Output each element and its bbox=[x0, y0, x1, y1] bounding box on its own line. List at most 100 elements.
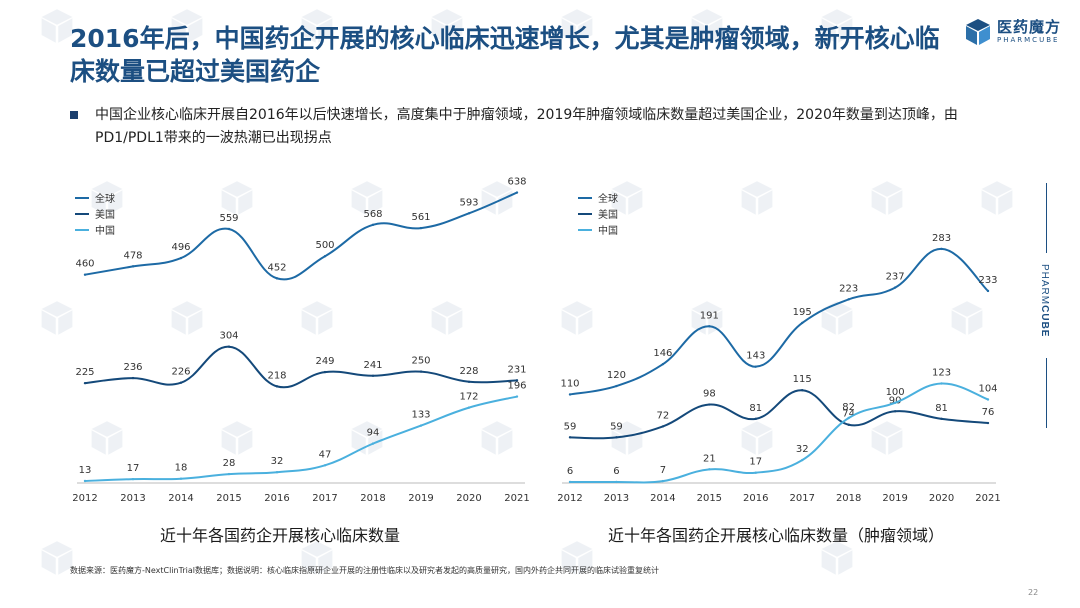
data-label-global: 283 bbox=[932, 233, 951, 244]
data-label-usa: 72 bbox=[657, 410, 670, 421]
bullet-square-icon bbox=[70, 111, 78, 119]
x-tick-label: 2017 bbox=[789, 493, 814, 504]
data-label-usa: 59 bbox=[610, 421, 623, 432]
data-point-china bbox=[754, 471, 757, 474]
data-label-usa: 218 bbox=[267, 370, 286, 381]
data-label-usa: 59 bbox=[564, 421, 577, 432]
data-point-china bbox=[615, 480, 618, 484]
data-point-usa bbox=[754, 417, 757, 421]
legend-label-china: 中国 bbox=[95, 224, 115, 237]
data-label-usa: 250 bbox=[411, 356, 430, 367]
data-label-usa: 226 bbox=[171, 367, 190, 378]
data-label-global: 223 bbox=[839, 283, 858, 294]
side-divider-top bbox=[1046, 183, 1047, 253]
data-label-usa: 225 bbox=[75, 367, 94, 378]
data-point-china bbox=[515, 395, 519, 398]
data-label-global: 593 bbox=[459, 197, 478, 208]
cube-icon bbox=[966, 19, 990, 45]
page-number: 22 bbox=[1028, 588, 1039, 597]
series-line-global bbox=[84, 191, 518, 281]
data-point-global bbox=[275, 277, 279, 280]
x-tick-label: 2014 bbox=[168, 493, 193, 504]
data-point-china bbox=[893, 401, 897, 405]
watermark-cube-icon bbox=[90, 180, 124, 220]
data-label-global: 478 bbox=[123, 250, 142, 261]
data-label-usa: 241 bbox=[363, 360, 382, 371]
data-label-global: 561 bbox=[411, 212, 430, 223]
side-divider-bottom bbox=[1046, 358, 1047, 428]
data-point-usa bbox=[986, 421, 990, 425]
watermark-cube-icon bbox=[740, 420, 774, 460]
data-label-global: 496 bbox=[171, 242, 190, 253]
data-point-usa bbox=[419, 370, 423, 373]
data-label-china: 94 bbox=[367, 428, 380, 439]
data-point-global bbox=[847, 298, 850, 301]
source-note: 数据来源：医药魔方-NextClinTrial数据库；数据说明：核心临床指原研企… bbox=[70, 566, 659, 575]
watermark-cube-icon bbox=[300, 8, 334, 48]
data-label-global: 110 bbox=[560, 378, 579, 389]
side-brand-part1: PHARM bbox=[1039, 264, 1050, 305]
data-label-china: 18 bbox=[175, 463, 188, 474]
logo-cn-text: 医药魔方 bbox=[997, 18, 1062, 36]
data-label-global: 638 bbox=[507, 177, 526, 188]
series-line-china bbox=[84, 395, 518, 482]
brand-logo: 医药魔方 PHARMCUBE bbox=[965, 16, 1065, 48]
data-point-usa bbox=[661, 425, 665, 428]
watermark-cube-icon bbox=[820, 300, 854, 340]
data-label-china: 133 bbox=[411, 410, 430, 421]
watermark-cube-icon bbox=[560, 540, 594, 580]
series-line-global bbox=[569, 247, 989, 396]
x-tick-label: 2016 bbox=[264, 493, 289, 504]
summary-text: 中国企业核心临床开展自2016年以后快速增长，高度集中于肿瘤领域，2019年肿瘤… bbox=[95, 107, 958, 146]
data-point-global bbox=[131, 265, 135, 268]
data-label-usa: 81 bbox=[935, 403, 948, 414]
data-label-global: 559 bbox=[219, 213, 238, 224]
watermark-cube-icon bbox=[220, 180, 254, 220]
data-label-global: 460 bbox=[75, 259, 94, 270]
x-tick-label: 2019 bbox=[882, 493, 907, 504]
data-point-usa bbox=[708, 403, 711, 406]
series-line-usa bbox=[84, 345, 518, 389]
data-label-china: 17 bbox=[127, 463, 140, 474]
data-point-usa bbox=[801, 389, 804, 392]
data-label-usa: 236 bbox=[123, 362, 142, 373]
watermark-cube-icon bbox=[610, 180, 644, 220]
x-tick-label: 2020 bbox=[456, 493, 481, 504]
svg-text:PHARMCUBE: PHARMCUBE bbox=[1039, 264, 1050, 337]
data-point-global bbox=[568, 393, 572, 396]
watermark-cube-icon bbox=[300, 540, 334, 580]
data-point-usa bbox=[615, 436, 618, 439]
x-tick-label: 2016 bbox=[743, 493, 768, 504]
watermark-cube-icon bbox=[560, 300, 594, 340]
chart2-title: 近十年各国药企开展核心临床数量（肿瘤领域） bbox=[608, 526, 945, 545]
data-point-usa bbox=[515, 379, 519, 382]
data-point-usa bbox=[227, 345, 231, 348]
data-point-usa bbox=[179, 381, 183, 384]
data-label-global: 195 bbox=[793, 307, 812, 318]
data-label-china: 196 bbox=[507, 381, 526, 392]
data-point-china bbox=[83, 479, 87, 483]
x-tick-label: 2020 bbox=[929, 493, 954, 504]
legend-label-global: 全球 bbox=[95, 192, 115, 205]
data-point-china bbox=[467, 406, 471, 409]
data-point-global bbox=[986, 289, 990, 293]
x-tick-label: 2012 bbox=[557, 493, 582, 504]
watermark-cube-icon bbox=[40, 8, 74, 48]
x-tick-label: 2018 bbox=[360, 493, 385, 504]
data-point-china bbox=[371, 442, 375, 445]
data-point-global bbox=[940, 247, 943, 251]
data-point-china bbox=[275, 471, 279, 474]
data-label-global: 500 bbox=[315, 240, 334, 251]
data-label-usa: 90 bbox=[889, 395, 902, 406]
data-label-china: 32 bbox=[796, 444, 809, 455]
chart-all-areas: 2012 2013 2014 2015 2016 2017 2018 2019 2020 2021… bbox=[72, 177, 529, 504]
data-point-global bbox=[615, 384, 618, 388]
data-label-global: 146 bbox=[653, 348, 672, 359]
data-label-usa: 304 bbox=[219, 331, 238, 342]
legend-label-usa: 美国 bbox=[598, 208, 618, 221]
data-point-global bbox=[227, 227, 231, 231]
data-point-usa bbox=[275, 385, 279, 388]
x-tick-label: 2017 bbox=[312, 493, 337, 504]
data-point-china bbox=[227, 472, 231, 476]
x-tick-label: 2019 bbox=[408, 493, 433, 504]
